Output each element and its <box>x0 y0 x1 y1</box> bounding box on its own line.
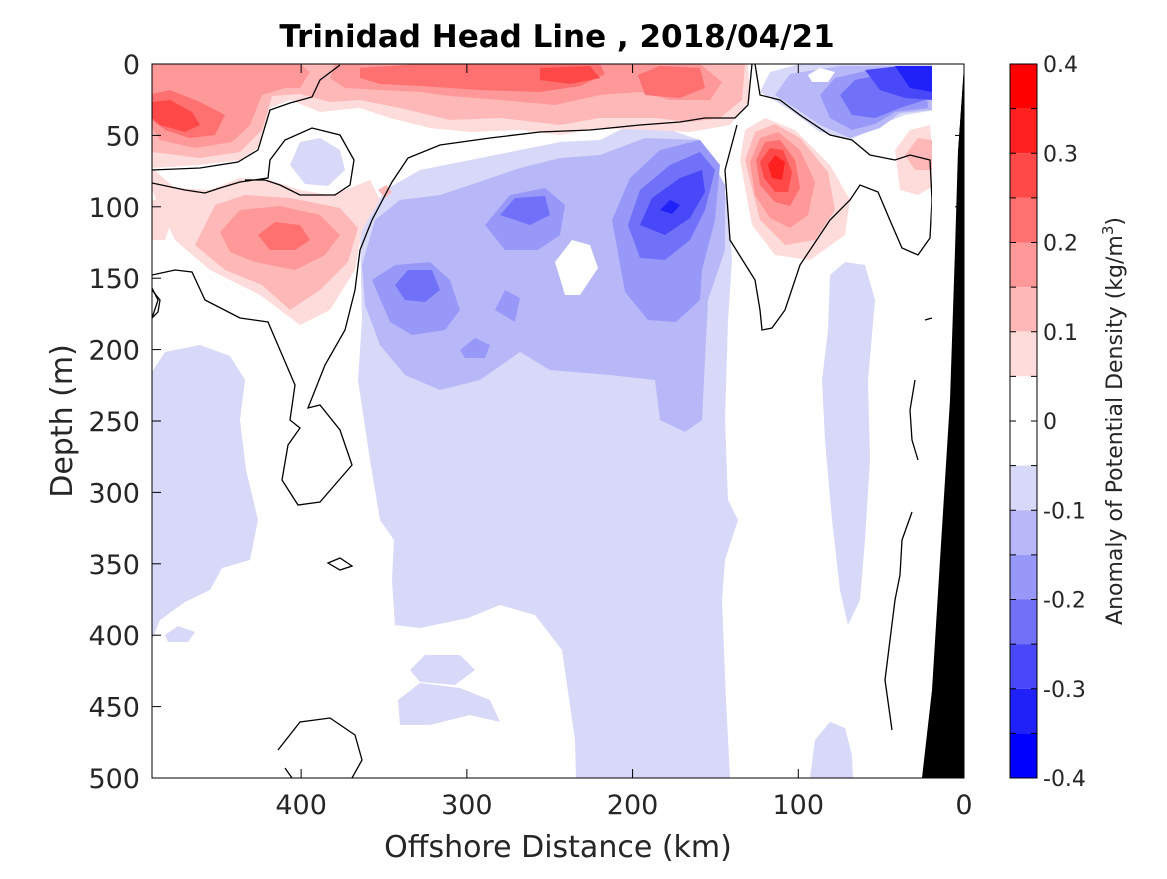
y-tick-label-8: 400 <box>88 621 140 652</box>
y-tick-label-1: 50 <box>106 121 140 152</box>
colorbar-label-end: ) <box>1103 217 1128 226</box>
anomaly-field <box>152 64 935 778</box>
region-neg-light-patch3 <box>165 626 195 642</box>
colorbar-band-2 <box>1010 153 1037 198</box>
region-neg-4-left <box>395 270 440 302</box>
x-tick-label-4: 0 <box>955 790 972 821</box>
colorbar-band-1 <box>1010 108 1037 154</box>
y-tick-label-6: 300 <box>88 478 140 509</box>
contour-line-9 <box>284 767 293 778</box>
colorbar-band-7 <box>1010 376 1037 421</box>
region-pos-5-top <box>152 100 200 132</box>
y-tick-label-3: 150 <box>88 264 140 295</box>
contour-line-10 <box>909 379 919 461</box>
colorbar-band-14 <box>1010 688 1037 734</box>
colorbar-band-0 <box>1010 64 1037 109</box>
colorbar-band-9 <box>1010 465 1037 511</box>
y-tick-label-7: 350 <box>88 550 140 581</box>
x-tick-label-2: 200 <box>607 790 659 821</box>
colorbar-label-main: Anomaly of Potential Density (kg/m <box>1103 235 1128 625</box>
contour-line-4 <box>724 64 933 331</box>
colorbar-band-11 <box>1010 554 1037 600</box>
region-neg-4-mid <box>500 196 550 225</box>
contour-line-3 <box>152 64 753 506</box>
region-hole-white-2 <box>808 68 835 82</box>
y-tick-label-9: 450 <box>88 693 140 724</box>
colorbar <box>1009 63 1038 779</box>
colorbar-band-6 <box>1010 331 1037 377</box>
colorbar-tick-label-7: -0.3 <box>1043 678 1086 703</box>
contour-line-12 <box>924 317 933 321</box>
region-neg-6-right <box>660 200 680 214</box>
colorbar-tick-label-5: -0.1 <box>1043 499 1086 524</box>
colorbar-band-8 <box>1010 421 1037 466</box>
colorbar-label: Anomaly of Potential Density (kg/m3) <box>1099 217 1128 625</box>
region-neg-light-patch2 <box>410 655 475 685</box>
x-tick-label-3: 100 <box>773 790 825 821</box>
region-hole-white <box>555 240 598 295</box>
region-pos-5b-top <box>540 66 600 84</box>
contour-line-11 <box>884 511 913 731</box>
region-pos-6-right <box>768 155 785 180</box>
colorbar-band-5 <box>1010 287 1037 332</box>
colorbar-band-4 <box>1010 242 1037 288</box>
y-tick-label-5: 250 <box>88 407 140 438</box>
x-tick-label-1: 300 <box>441 790 493 821</box>
colorbar-tick-label-4: 0 <box>1043 410 1057 435</box>
region-pos-4-mid <box>258 222 310 250</box>
zero-contours <box>152 64 933 778</box>
region-pos-4c-top <box>638 66 705 98</box>
y-axis: 0 50 100 150 200 250 300 350 400 450 500 <box>88 50 964 795</box>
colorbar-tick-label-1: 0.3 <box>1043 142 1078 167</box>
region-neg-light-small-left <box>290 138 345 186</box>
coast-white-wedge <box>930 64 964 340</box>
region-neg-light-patch1 <box>398 683 500 725</box>
colorbar-label-sup: 3 <box>1099 226 1117 236</box>
colorbar-tick-label-2: 0.2 <box>1043 232 1078 257</box>
region-neg-light-left <box>152 345 258 640</box>
colorbar-band-10 <box>1010 510 1037 555</box>
y-tick-label-2: 100 <box>88 193 140 224</box>
x-tick-label-0: 400 <box>275 790 327 821</box>
contour-line-8 <box>277 717 363 778</box>
region-neg-3-patch <box>460 338 490 358</box>
contour-line-1 <box>152 64 341 171</box>
colorbar-band-3 <box>1010 197 1037 243</box>
contour-line-2 <box>152 127 355 196</box>
bathymetry-mask <box>922 64 964 778</box>
contour-line-7 <box>326 557 354 571</box>
y-tick-label-10: 500 <box>88 764 140 795</box>
colorbar-band-12 <box>1010 599 1037 645</box>
y-tick-label-4: 200 <box>88 336 140 367</box>
x-axis-label: Offshore Distance (km) <box>384 830 732 865</box>
colorbar-tick-label-0: 0.4 <box>1043 53 1078 78</box>
region-neg-light-bottom-right <box>810 722 853 778</box>
colorbar-band-13 <box>1010 644 1037 689</box>
colorbar-ticks: 0.4 0.3 0.2 0.1 0 -0.1 -0.2 -0.3 -0.4 <box>1010 53 1086 792</box>
colorbar-tick-label-6: -0.2 <box>1043 589 1086 614</box>
region-neg-6-topright <box>895 66 932 92</box>
region-neg-3-small <box>495 290 520 322</box>
y-tick-label-0: 0 <box>123 50 140 81</box>
region-pos-coast-2 <box>905 138 933 170</box>
colorbar-tick-label-8: -0.4 <box>1043 767 1086 792</box>
region-pos-small-2 <box>152 198 172 240</box>
colorbar-tick-label-3: 0.1 <box>1043 321 1078 346</box>
colorbar-band-15 <box>1010 733 1037 778</box>
y-axis-label: Depth (m) <box>45 344 80 498</box>
chart-title: Trinidad Head Line , 2018/04/21 <box>279 19 834 55</box>
contour-line-6 <box>152 289 161 319</box>
region-neg-light-right-column <box>822 262 875 625</box>
x-axis: 400 300 200 100 0 <box>275 64 973 821</box>
